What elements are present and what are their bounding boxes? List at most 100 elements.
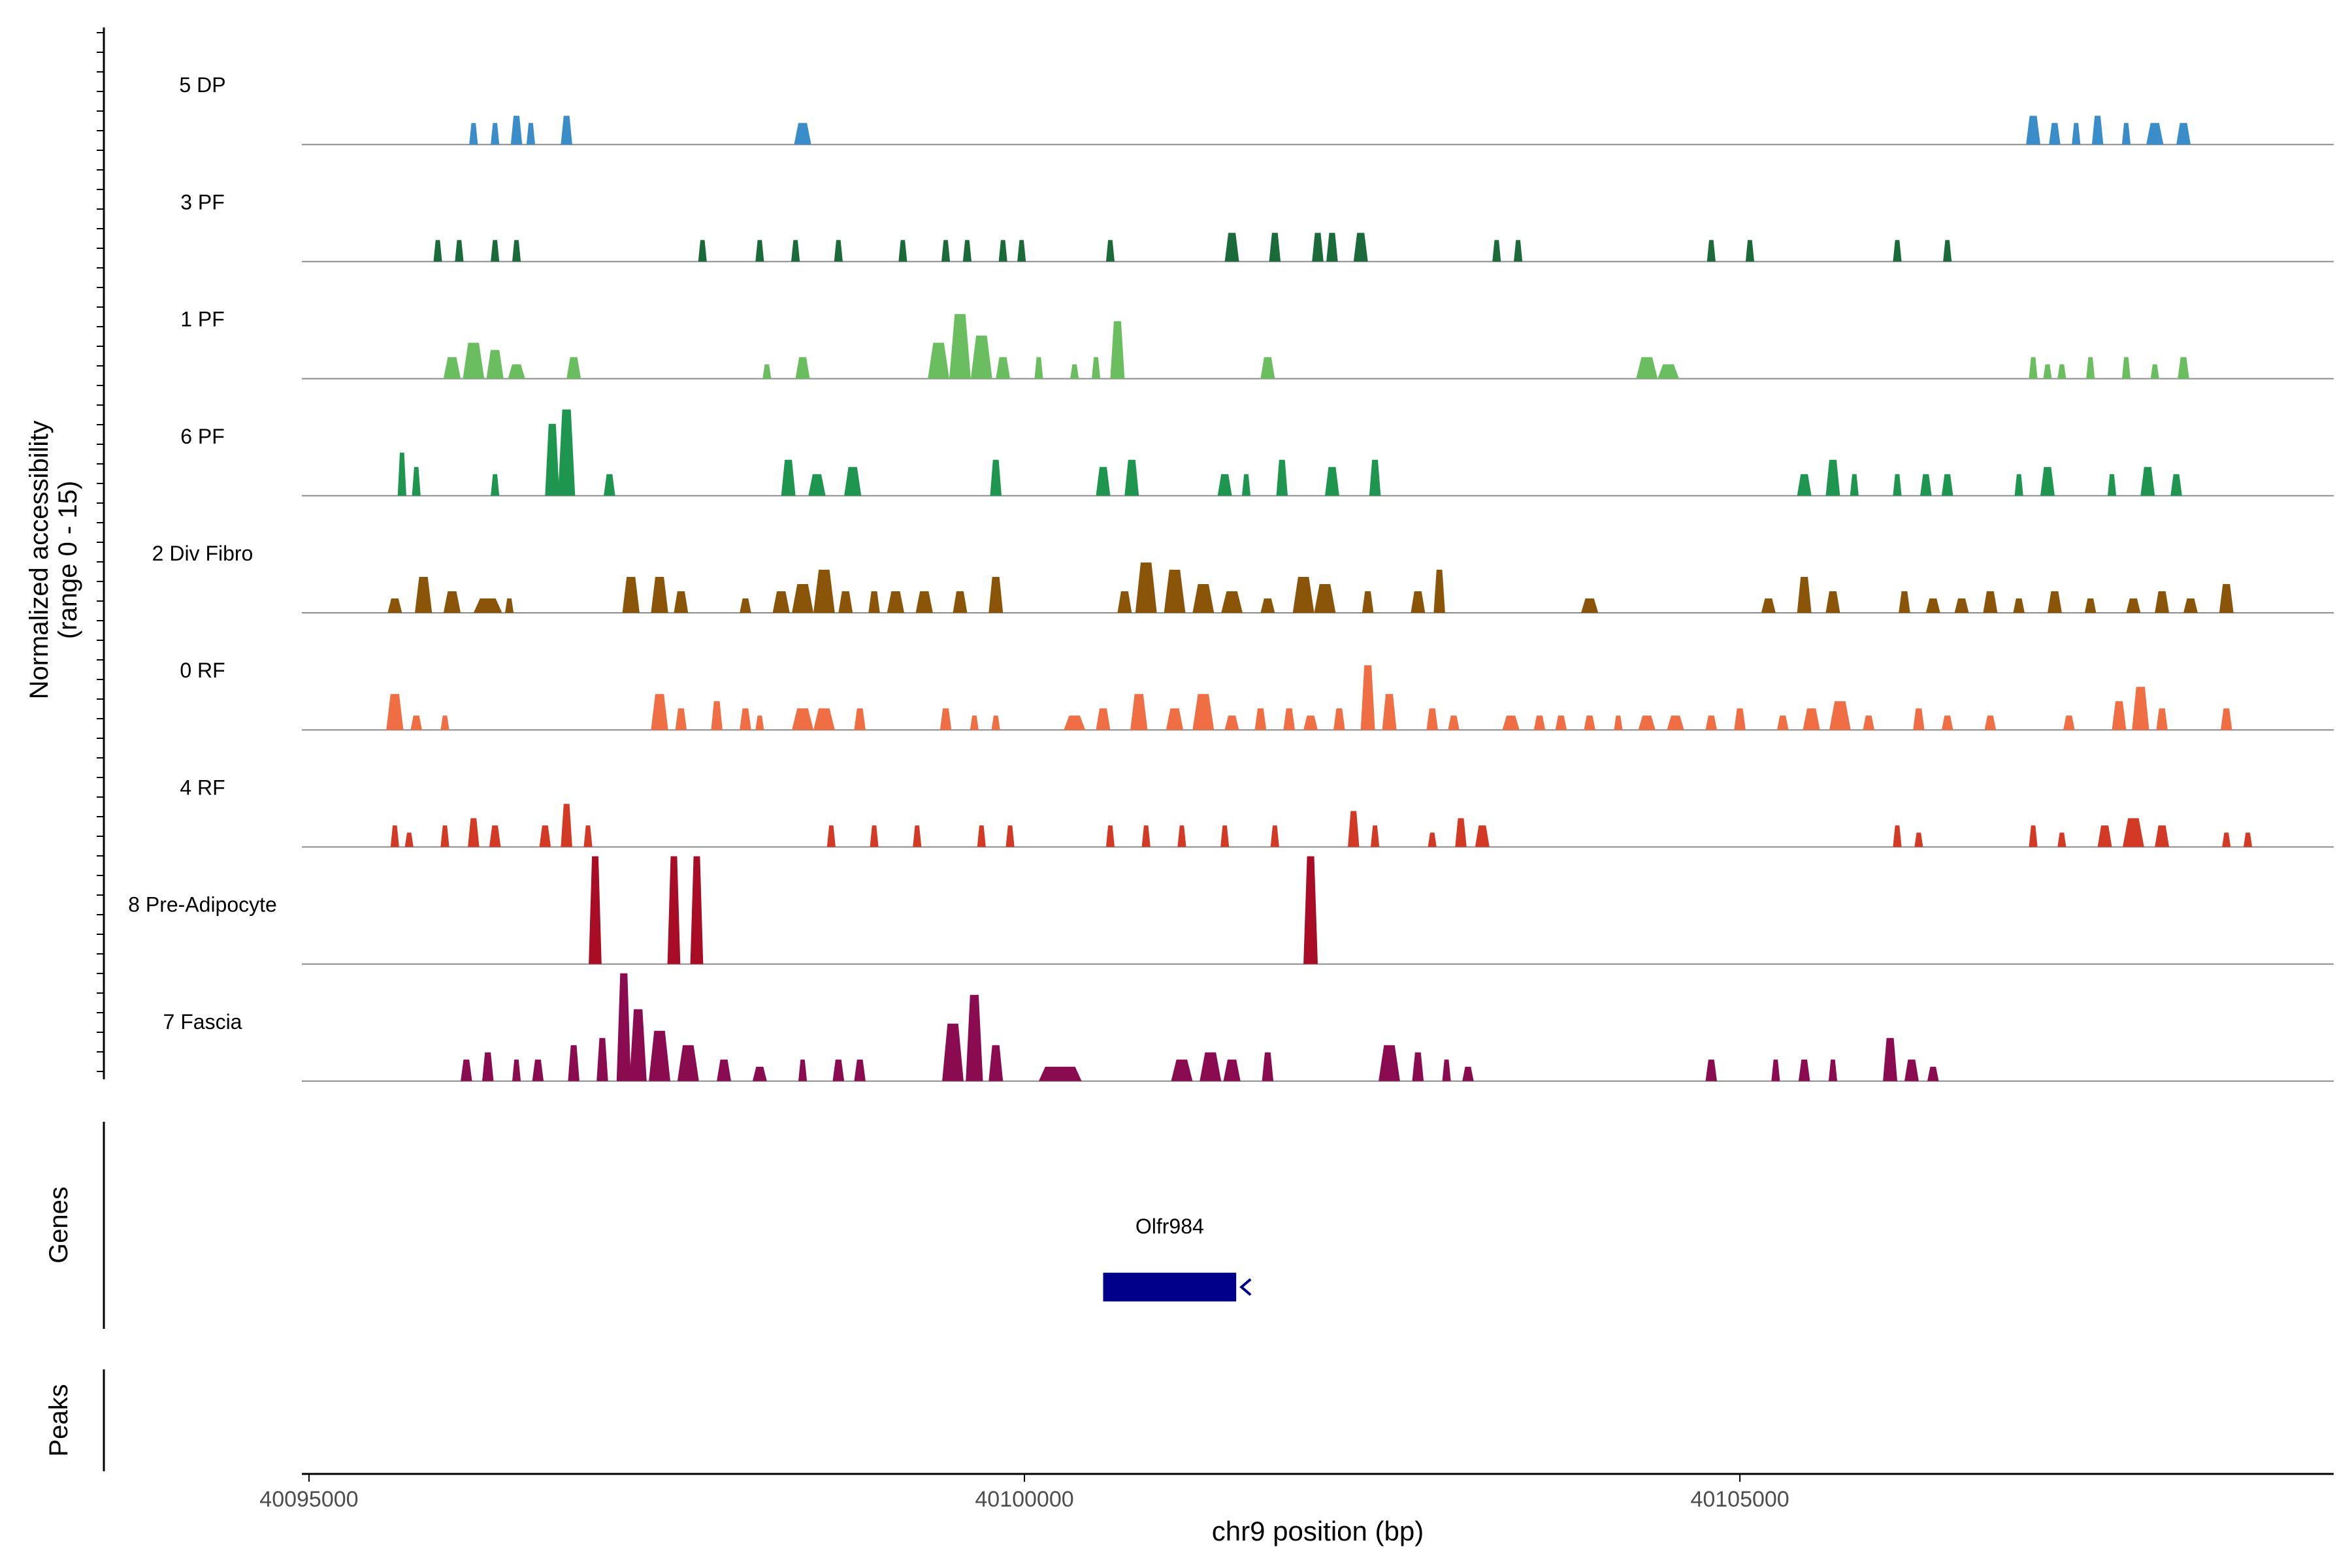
accessibility-peak [690,856,704,964]
accessibility-peak [2156,708,2168,730]
accessibility-peak [1828,1059,1837,1081]
accessibility-peak [566,357,581,379]
accessibility-peak [755,240,764,262]
accessibility-peak [2112,701,2127,730]
accessibility-peak [651,577,668,613]
accessibility-peak [2221,708,2232,730]
y-axis-label-line2: (range 0 - 15) [54,481,82,639]
accessibility-peak [1353,233,1368,262]
left-axes: Normalized accessibility (range 0 - 15) … [25,27,105,1471]
accessibility-peak [1254,708,1267,730]
x-tick-label: 40105000 [1690,1487,1789,1512]
accessibility-peak [1455,818,1467,847]
accessibility-peak [1584,715,1595,730]
accessibility-peak [1348,811,1360,847]
accessibility-peak [988,1045,1004,1081]
accessibility-peak [568,1045,580,1081]
accessibility-peak [1983,591,1998,613]
accessibility-peak [2155,591,2170,613]
accessibility-peak [1223,1059,1241,1081]
accessibility-peak [977,825,986,847]
accessibility-peak [616,973,631,1081]
gene-label-olfr984: Olfr984 [1135,1215,1204,1238]
accessibility-peak [1034,357,1043,379]
accessibility-peak [561,804,572,847]
accessibility-peak [1533,715,1546,730]
track-label: 1 PF [180,308,225,331]
accessibility-peak [2013,598,2025,613]
accessibility-peak [1270,825,1279,847]
accessibility-peak [469,123,478,145]
accessibility-peak [1803,708,1820,730]
accessibility-peak [1371,825,1380,847]
accessibility-peak [1241,474,1251,496]
accessibility-peak [1303,856,1318,964]
accessibility-peak [717,1059,731,1081]
accessibility-peak [415,577,433,613]
genes-panel: Olfr984 [1103,1215,1252,1301]
track-1-pf: 1 PF [180,308,2334,380]
accessibility-peak [440,715,449,730]
accessibility-peak [2150,364,2159,379]
accessibility-peak [1705,1059,1717,1081]
accessibility-peak [1314,584,1336,613]
accessibility-peak [1492,240,1501,262]
gene-body-olfr984[interactable] [1103,1273,1237,1301]
accessibility-peak [1658,364,1679,379]
accessibility-peak [1448,715,1460,730]
accessibility-peak [1220,825,1230,847]
accessibility-peak [390,825,399,847]
accessibility-peak [2049,123,2061,145]
accessibility-peak [1333,708,1345,730]
accessibility-peak [1141,825,1151,847]
accessibility-peak [433,240,442,262]
accessibility-peak [887,591,904,613]
accessibility-peak [794,123,811,145]
accessibility-peak [455,240,464,262]
accessibility-peak [2123,818,2144,847]
accessibility-peak [412,466,421,496]
accessibility-peak [781,459,796,496]
accessibility-peak [468,818,480,847]
track-5-dp: 5 DP [179,73,2334,146]
accessibility-peak [1943,240,1952,262]
accessibility-peak [1638,715,1656,730]
accessibility-peak [1555,715,1567,730]
track-2-div-fibro: 2 Div Fibro [152,542,2334,613]
accessibility-peak [1462,1066,1474,1081]
accessibility-peak [1096,708,1111,730]
accessibility-peak [1954,598,1969,613]
accessibility-peak [667,856,681,964]
accessibility-peak [1899,591,1910,613]
accessibility-peak [1893,825,1902,847]
accessibility-peak [795,357,810,379]
accessibility-peak [1260,598,1275,613]
accessibility-peak [1797,474,1812,496]
accessibility-peak [792,584,813,613]
accessibility-peak [798,1059,808,1081]
accessibility-peak [512,240,521,262]
accessibility-peak [2057,832,2066,847]
accessibility-peak [1825,591,1840,613]
x-axis-ticks: 40095000 40100000 40105000 [259,1474,1789,1512]
accessibility-peak [1064,715,1086,730]
accessibility-peak [2219,584,2234,613]
track-label: 4 RF [180,776,225,799]
accessibility-peak [2029,357,2038,379]
accessibility-peak [651,694,668,730]
accessibility-peak [2063,715,2075,730]
accessibility-peak [826,825,836,847]
accessibility-peak [1326,233,1338,262]
accessibility-peak [410,715,422,730]
accessibility-peak [512,1059,521,1081]
accessibility-peak [677,1045,699,1081]
accessibility-peak [1927,1066,1939,1081]
accessibility-peak [1502,715,1520,730]
track-7-fascia: 7 Fascia [163,973,2334,1082]
accessibility-peak [870,825,879,847]
accessibility-peak [589,856,602,964]
accessibility-peak [489,825,501,847]
accessibility-peak [440,825,449,847]
y-axis-label-line1: Normalized accessibility [25,421,54,700]
accessibility-peak [990,459,1002,496]
